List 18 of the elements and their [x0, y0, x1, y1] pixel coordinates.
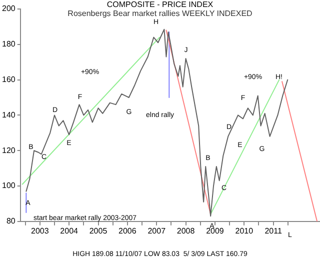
chart-title: COMPOSITE - PRICE INDEX	[106, 0, 214, 10]
x-tick-label: 2005	[89, 226, 108, 236]
x-tick-label: 2007	[148, 226, 166, 236]
y-tick-label: 180	[2, 40, 16, 49]
y-tick-label: 140	[2, 110, 16, 120]
y-tick-label: 80	[6, 216, 16, 226]
x-tick-label: 2009	[206, 226, 224, 236]
chart-subtitle: Rosenbergs Bear market rallies WEEKLY INDEXED	[68, 9, 253, 18]
y-tick-label: 160	[2, 75, 16, 84]
x-tick-label: 2003	[31, 226, 50, 236]
y-tick-label: 200	[2, 4, 16, 14]
x-tick-label: 2008	[176, 226, 196, 236]
x-tick-label: 2011	[264, 226, 282, 236]
x-tick-label: 2006	[118, 226, 137, 236]
x-tick-label: 2010	[235, 226, 254, 236]
y-tick-label: 100	[2, 181, 16, 190]
x-tick-label: 2004	[60, 226, 79, 236]
y-tick-label: 120	[2, 146, 16, 155]
